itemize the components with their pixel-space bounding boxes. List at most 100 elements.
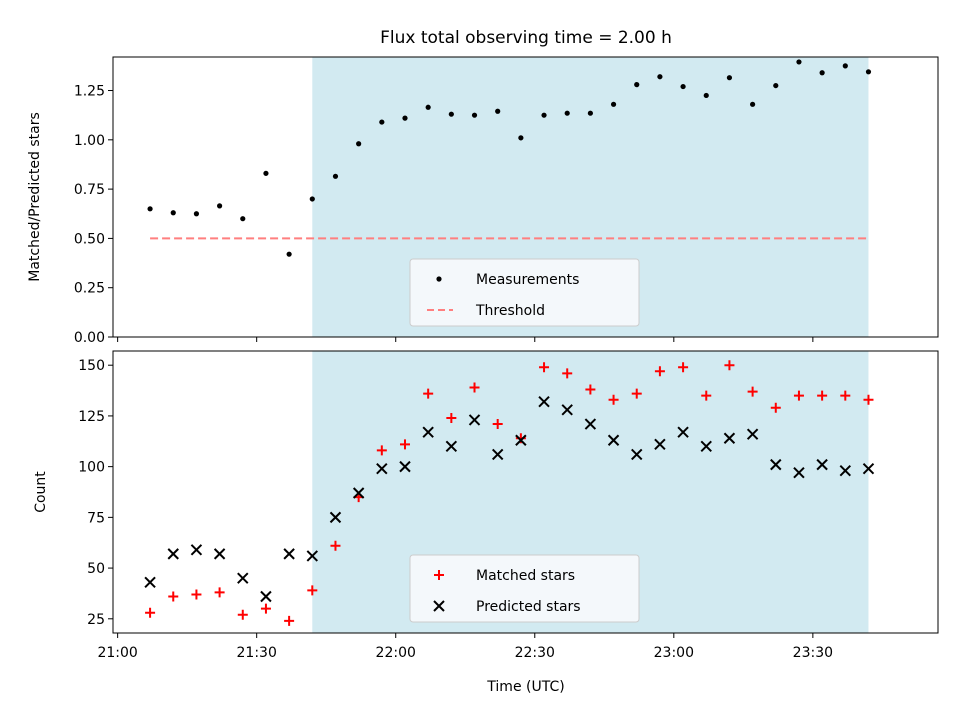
bottom-plus-point <box>817 390 828 401</box>
bottom-y-axis-label: Count <box>33 471 49 513</box>
top-y-tick-label: 0.50 <box>74 231 105 247</box>
bottom-y-tick-label: 100 <box>78 460 105 476</box>
top-dot-point <box>425 104 431 110</box>
top-dot-point <box>240 216 246 222</box>
top-y-axis-label: Matched/Predicted stars <box>27 112 43 282</box>
bottom-plus-point <box>654 366 665 377</box>
top-dot-point <box>657 74 663 80</box>
bottom-x-point <box>607 434 620 446</box>
bottom-plus-point <box>446 412 457 423</box>
bottom-x-point <box>422 426 434 438</box>
top-dot-point <box>495 108 501 114</box>
chart-title: Flux total observing time = 2.00 h <box>380 28 672 48</box>
bottom-plus-point <box>770 402 781 413</box>
bottom-panel: 25 50 75 100 125 150 21:00 21:30 22:00 22:30 23:00… <box>78 350 939 661</box>
bottom-x-point <box>723 432 736 444</box>
bottom-legend: Matched stars Predicted stars <box>409 554 640 623</box>
bottom-x-point <box>700 440 712 453</box>
bottom-plus-point <box>562 368 573 379</box>
bottom-plus-point <box>284 615 295 626</box>
top-dot-point <box>726 75 733 81</box>
bottom-plus-point <box>724 360 735 371</box>
bottom-plus-point <box>539 362 550 373</box>
top-dot-point <box>541 112 547 118</box>
top-dot-point <box>448 111 454 117</box>
top-dot-point <box>819 70 825 76</box>
top-dot-point <box>379 119 385 125</box>
bottom-plus-point <box>678 362 689 373</box>
bottom-x-point <box>839 464 852 477</box>
bottom-plus-point <box>307 585 318 596</box>
bottom-x-point <box>329 511 342 524</box>
top-dot-point <box>263 170 269 176</box>
bottom-plus-point <box>191 589 202 600</box>
bottom-x-point <box>352 487 365 499</box>
top-legend-dot-swatch <box>436 276 442 282</box>
bottom-legend-label: Predicted stars <box>476 599 581 615</box>
bottom-plus-point <box>168 591 179 602</box>
top-dot-point <box>865 69 872 75</box>
bottom-x-tick-label: 23:30 <box>793 645 833 661</box>
bottom-plus-point <box>863 394 874 405</box>
bottom-x-point <box>306 550 319 562</box>
top-dot-point <box>610 101 617 107</box>
bottom-x-point <box>561 404 573 416</box>
top-dot-point <box>750 101 756 107</box>
bottom-legend-x-swatch <box>433 600 445 612</box>
bottom-x-point <box>654 438 666 451</box>
top-dot-point <box>703 92 709 99</box>
top-dot-point <box>332 173 339 179</box>
top-y-tick-label: 1.25 <box>74 84 105 100</box>
top-dot-point <box>518 135 524 141</box>
bottom-x-tick-label: 22:30 <box>515 645 555 661</box>
bottom-plus-point <box>260 603 271 614</box>
top-dot-point <box>309 196 315 202</box>
bottom-x-point <box>445 440 458 453</box>
top-dot-point <box>402 115 408 121</box>
bottom-plus-point <box>631 388 642 399</box>
bottom-x-tick-label: 21:30 <box>237 645 277 661</box>
top-dot-point <box>193 211 200 217</box>
top-dot-point <box>680 83 686 90</box>
bottom-plus-point <box>376 445 387 456</box>
top-dot-point <box>147 206 153 212</box>
bottom-plus-point <box>214 587 225 598</box>
top-dot-point <box>471 112 478 118</box>
top-dot-point <box>286 251 292 257</box>
top-legend-label: Threshold <box>475 303 545 319</box>
bottom-x-point <box>631 448 643 461</box>
bottom-legend-label: Matched stars <box>476 568 575 584</box>
bottom-plus-point <box>701 390 712 401</box>
bottom-x-point <box>538 396 550 408</box>
bottom-x-point <box>491 448 504 461</box>
bottom-x-point <box>770 458 782 471</box>
bottom-plus-point <box>330 540 341 551</box>
bottom-x-point <box>237 572 249 584</box>
bottom-plus-point <box>747 386 758 397</box>
bottom-x-tick-label: 21:00 <box>97 645 137 661</box>
bottom-x-point <box>515 434 527 446</box>
bottom-plus-point <box>585 384 596 395</box>
bottom-x-point <box>190 544 203 556</box>
top-dot-point <box>564 110 570 116</box>
bottom-plus-point <box>793 390 804 401</box>
top-dot-point <box>634 82 640 88</box>
bottom-legend-plus-swatch <box>434 570 444 580</box>
bottom-plus-point <box>469 382 480 393</box>
bottom-x-tick-label: 23:00 <box>654 645 694 661</box>
top-dot-point <box>170 210 176 216</box>
top-dot-point <box>356 141 362 147</box>
bottom-x-point <box>260 590 272 603</box>
bottom-y-tick-label: 75 <box>87 510 105 526</box>
top-y-tick-label: 0.75 <box>74 182 105 198</box>
bottom-x-point <box>793 467 805 479</box>
bottom-y-tick-label: 25 <box>87 612 105 628</box>
top-y-tick-label: 0.00 <box>74 330 105 346</box>
bottom-x-point <box>213 548 226 560</box>
top-y-tick-label: 0.25 <box>74 281 105 297</box>
top-dot-point <box>842 63 848 69</box>
top-dot-point <box>773 82 779 89</box>
bottom-plus-point <box>145 607 156 618</box>
